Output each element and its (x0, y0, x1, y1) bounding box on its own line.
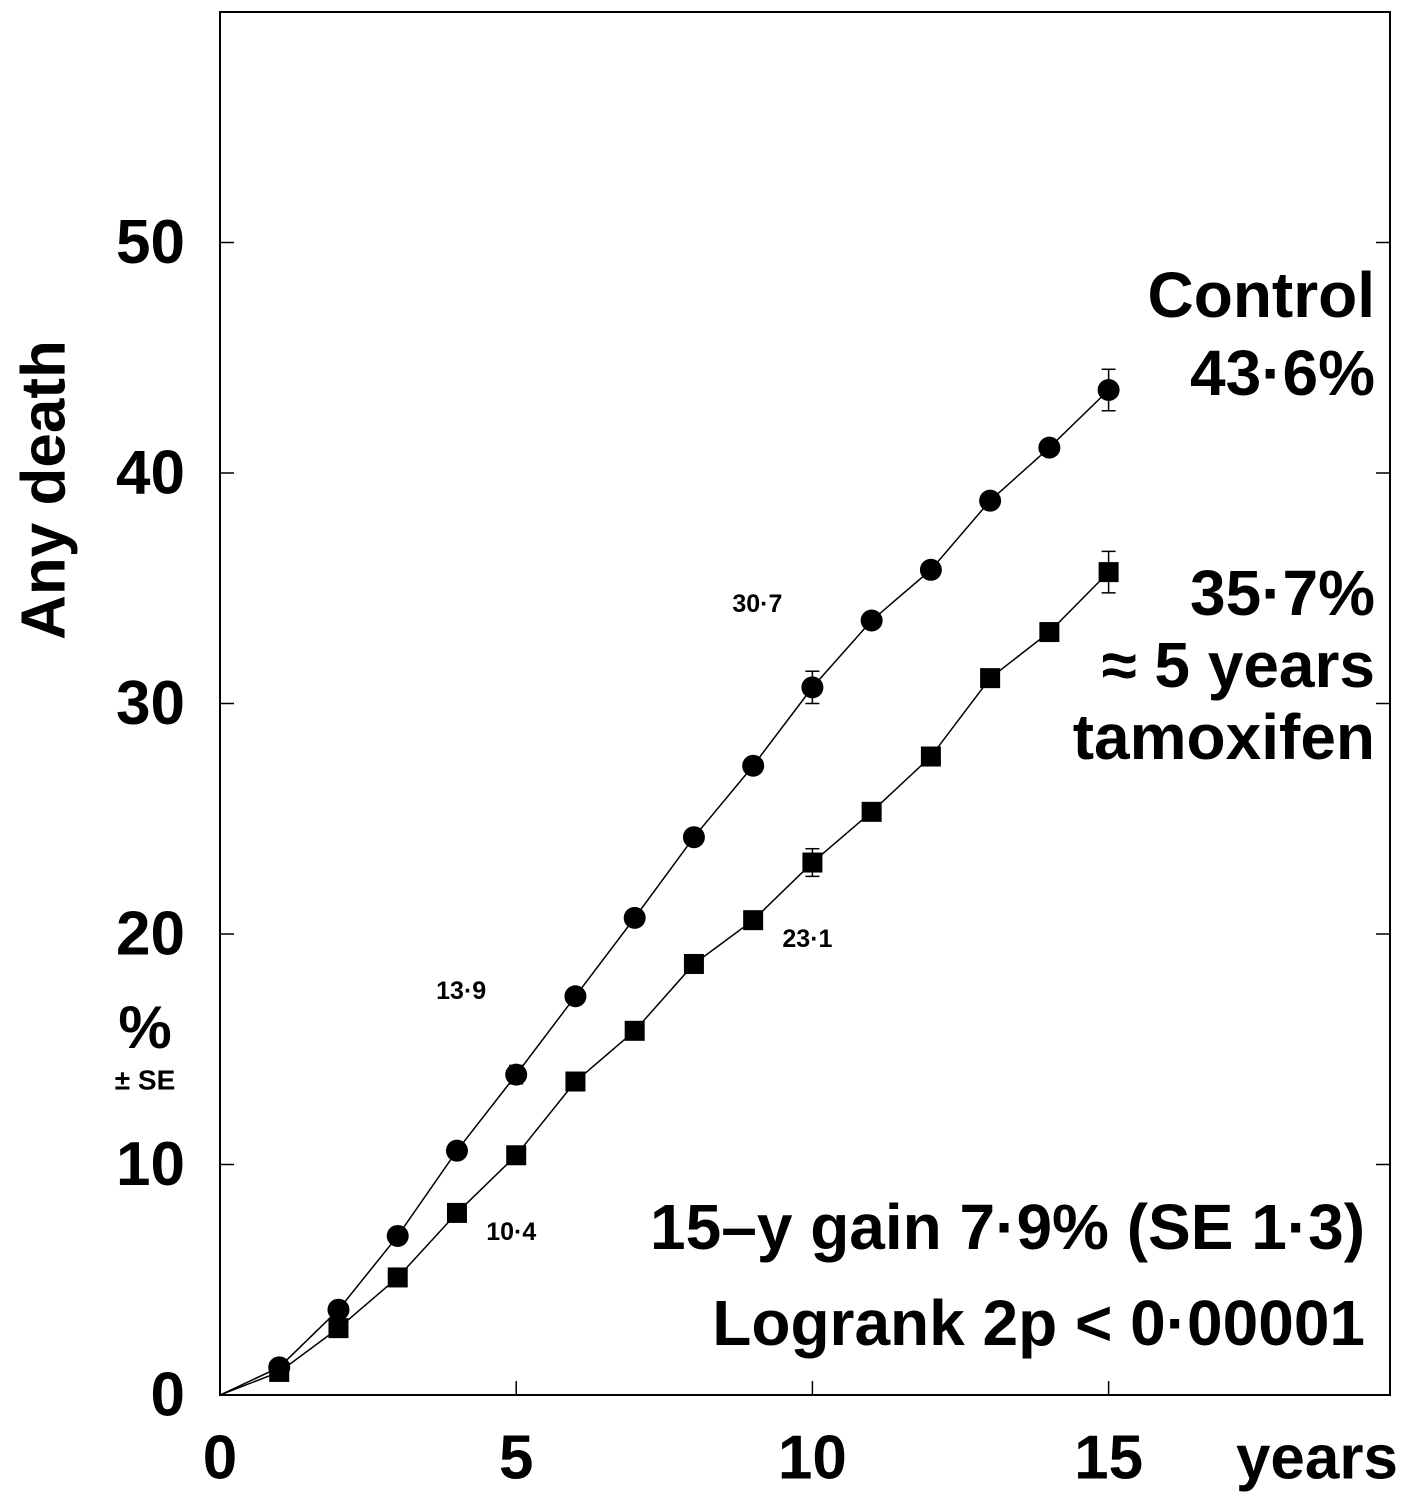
marker (386, 1224, 409, 1247)
marker (1038, 436, 1061, 459)
x-tick-label: 5 (499, 1423, 533, 1492)
marker (682, 826, 705, 849)
series-line (219, 389, 1110, 1396)
marker (683, 953, 704, 974)
marker (387, 1267, 408, 1288)
marker (860, 609, 883, 632)
marker (920, 746, 941, 767)
y-tick-label: 0 (151, 1360, 185, 1429)
data-label: 30·7 (732, 590, 782, 618)
y-tick-label: 20 (116, 899, 185, 968)
marker (445, 1139, 468, 1162)
marker (801, 676, 824, 699)
annotation: ≈ 5 years (1101, 629, 1375, 701)
marker (565, 1071, 586, 1092)
marker (623, 906, 646, 929)
marker (743, 910, 764, 931)
annotation: 15–y gain 7·9% (SE 1·3) (650, 1191, 1365, 1263)
marker (269, 1361, 290, 1382)
x-tick-label: 10 (778, 1423, 847, 1492)
y-tick-label: 10 (116, 1130, 185, 1199)
marker (564, 985, 587, 1008)
data-label: 13·9 (436, 977, 486, 1005)
x-axis-label: years (1236, 1423, 1398, 1492)
marker (1098, 562, 1119, 583)
data-label: 23·1 (782, 925, 832, 953)
marker (802, 852, 823, 873)
x-tick-label: 15 (1074, 1423, 1143, 1492)
marker (624, 1020, 645, 1041)
series-line (219, 571, 1110, 1396)
y-axis-sub: ± SE (115, 1064, 176, 1095)
annotation: 43·6% (1190, 337, 1375, 409)
y-tick-label: 30 (116, 669, 185, 738)
annotation: 35·7% (1190, 557, 1375, 629)
marker (1039, 622, 1060, 643)
marker (505, 1063, 528, 1086)
annotation: tamoxifen (1073, 701, 1375, 773)
marker (1097, 379, 1120, 402)
y-tick-label: 50 (116, 208, 185, 277)
y-axis-unit: % (118, 994, 171, 1061)
marker (980, 668, 1001, 689)
marker (979, 489, 1002, 512)
marker (446, 1202, 467, 1223)
y-tick-label: 40 (116, 438, 185, 507)
annotation: Logrank 2p < 0·00001 (712, 1287, 1365, 1359)
marker (742, 754, 765, 777)
marker (919, 558, 942, 581)
marker (328, 1318, 349, 1339)
marker (861, 801, 882, 822)
y-axis-label: Any death (9, 340, 78, 640)
marker (327, 1298, 350, 1321)
data-label: 10·4 (486, 1218, 536, 1246)
x-tick-label: 0 (203, 1423, 237, 1492)
marker (506, 1145, 527, 1166)
annotation: Control (1148, 259, 1376, 331)
